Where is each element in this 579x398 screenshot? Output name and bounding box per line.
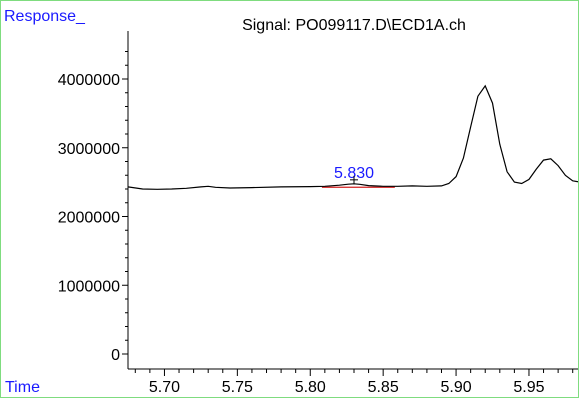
- y-tick-label: 4000000: [58, 72, 120, 89]
- plot-area: 0 1000000 2000000 3000000 4000000 5.70 5.75 5.8…: [58, 31, 578, 396]
- x-tick-label: 5.90: [440, 379, 471, 396]
- y-tick-label: 3000000: [58, 141, 120, 158]
- x-axis-label: Time: [5, 379, 40, 396]
- x-tick-label: 5.85: [368, 379, 399, 396]
- x-tick-label: 5.95: [513, 379, 544, 396]
- x-tick-label: 5.75: [222, 379, 253, 396]
- x-tick-label: 5.70: [149, 379, 180, 396]
- x-tick-label: 5.80: [295, 379, 326, 396]
- y-tick-label: 0: [111, 347, 120, 364]
- signal-trace: [127, 84, 578, 190]
- peak-label: 5.830: [334, 165, 374, 182]
- y-tick-label: 1000000: [58, 278, 120, 295]
- y-axis-label: Response_: [4, 8, 86, 25]
- y-tick-label: 2000000: [58, 210, 120, 227]
- chart-title: Signal: PO099117.D\ECD1A.ch: [242, 17, 466, 34]
